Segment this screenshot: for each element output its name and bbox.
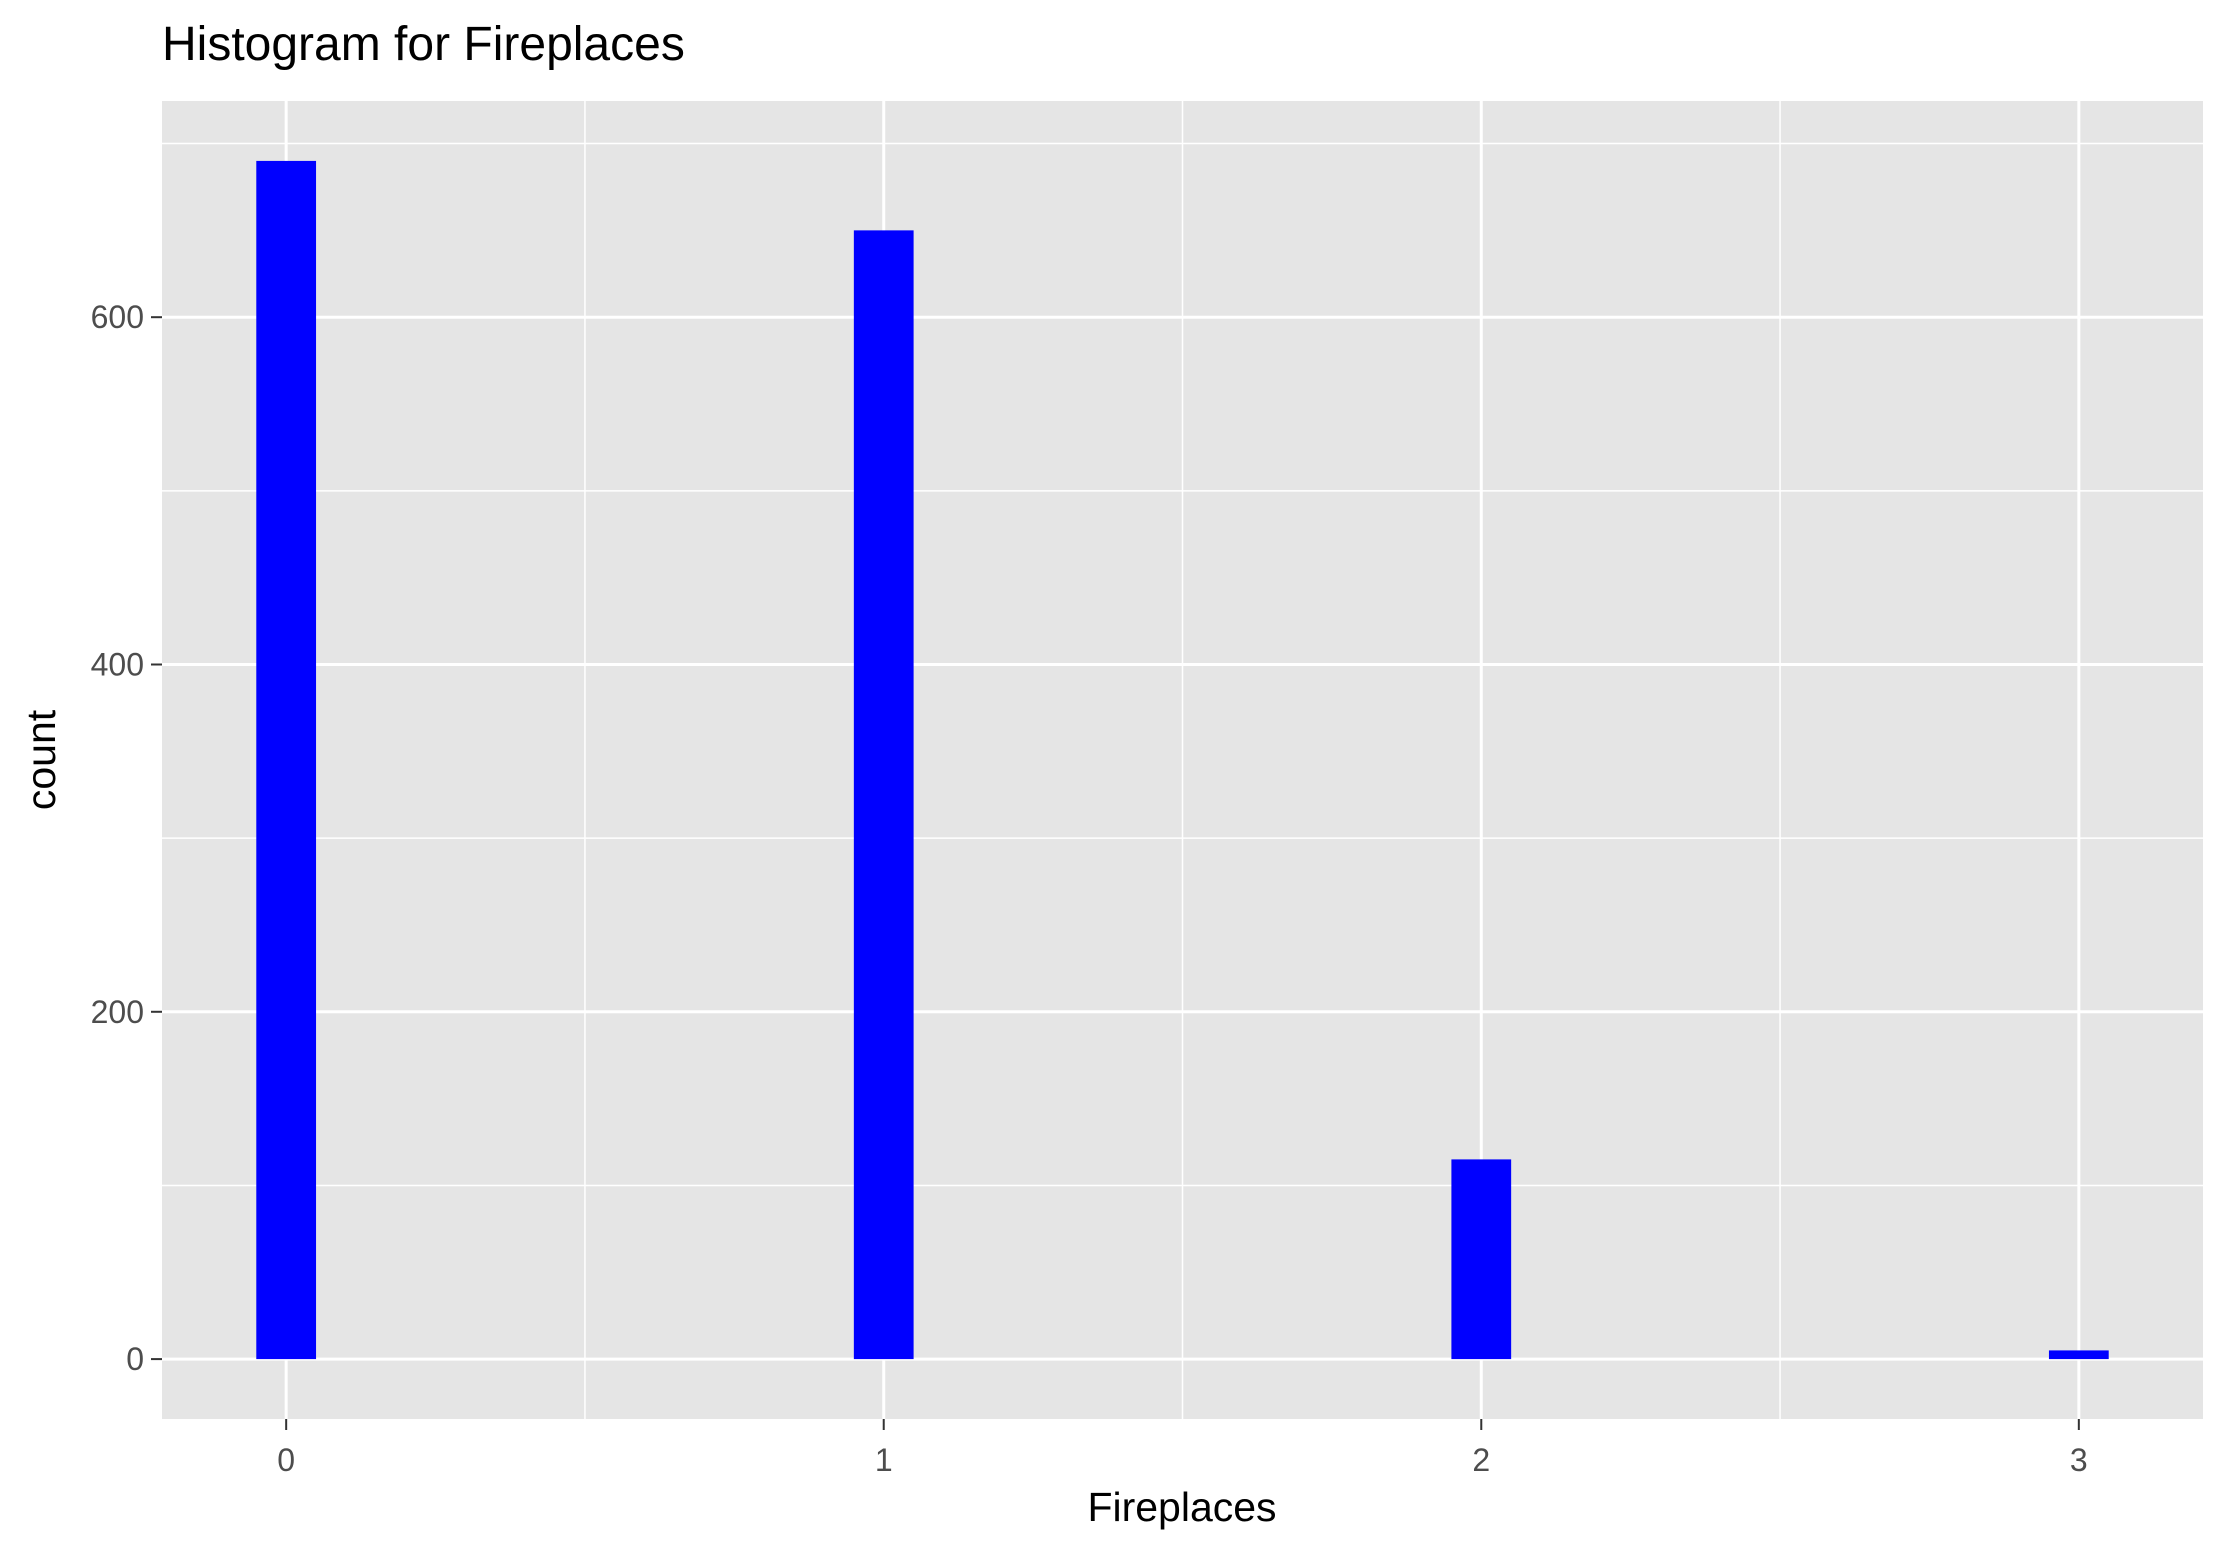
x-tick-label: 1 [875, 1442, 893, 1478]
y-tick-label: 600 [91, 299, 144, 335]
minor-grid-lines [162, 101, 2203, 1419]
x-tick-label: 3 [2070, 1442, 2088, 1478]
x-tick-label: 2 [1472, 1442, 1490, 1478]
chart-title: Histogram for Fireplaces [162, 18, 685, 71]
bar-fireplaces-2 [1451, 1159, 1512, 1360]
y-tick-label: 400 [91, 646, 144, 682]
x-axis-title: Fireplaces [1087, 1484, 1276, 1530]
y-axis: 0 200 400 600 [91, 299, 162, 1377]
bar-fireplaces-1 [853, 230, 914, 1360]
x-axis: 0 1 2 3 [277, 1419, 2088, 1478]
bar-fireplaces-3 [2048, 1350, 2109, 1360]
y-axis-title: count [18, 709, 64, 810]
x-tick-label: 0 [277, 1442, 295, 1478]
y-tick-label: 200 [91, 994, 144, 1030]
bar-fireplaces-0 [256, 160, 317, 1360]
bars-group [256, 160, 2109, 1360]
y-tick-label: 0 [126, 1341, 144, 1377]
